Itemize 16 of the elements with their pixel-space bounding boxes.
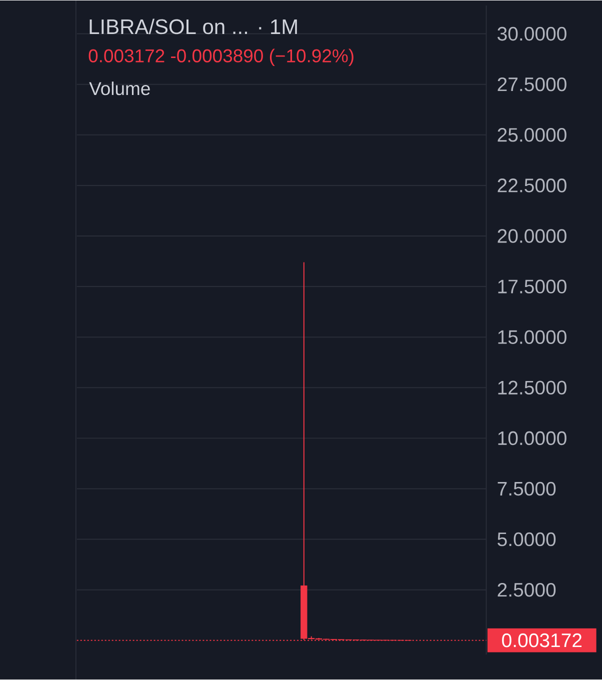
y-tick-label: 25.0000 [498,128,566,142]
annotation: Volume [89,82,150,96]
y-tick-label: 7.5000 [498,482,556,496]
y-tick-label: 17.5000 [498,280,566,294]
ref-line-label: 0.003172 [502,633,582,648]
y-tick-label: 30.0000 [497,26,566,41]
y-tick-label: 12.5000 [498,380,566,395]
text: LIBRA/SOL on ... · 1M [90,18,297,34]
y-tick-label: 27.5000 [498,77,566,92]
y-tick-label: 2.5000 [498,582,556,597]
y-tick-label: 10.0000 [498,431,566,446]
y-tick-label: 22.5000 [498,178,566,192]
y-tick-label: 5.0000 [498,532,556,546]
text: 0.003172 -0.0003890 (−10.92%) [88,48,354,66]
y-tick-label: 15.0000 [498,330,566,344]
y-tick-label: 20.0000 [498,229,566,243]
